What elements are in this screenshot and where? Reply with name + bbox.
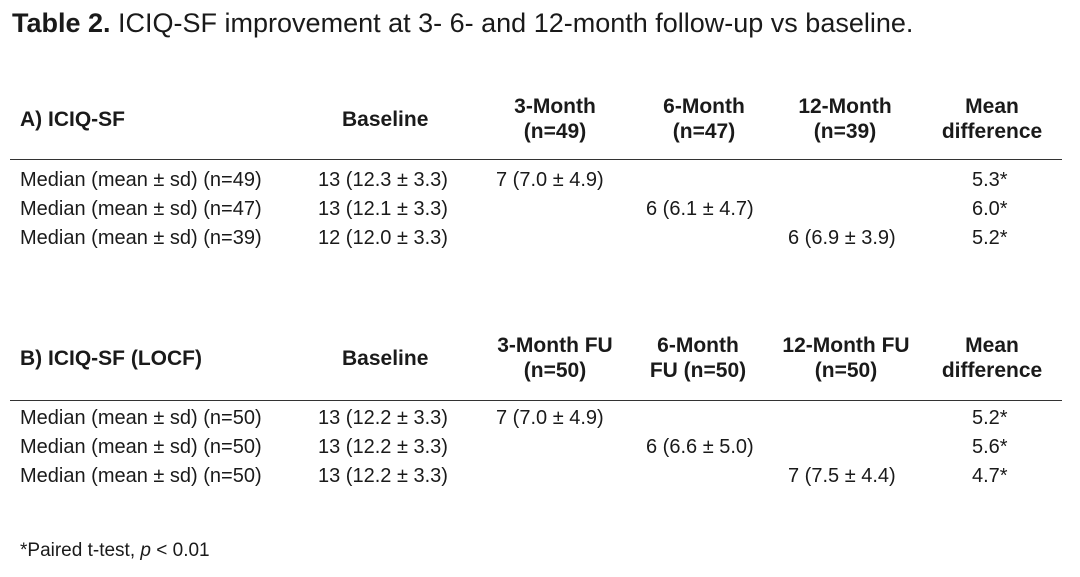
row-label: Median (mean ± sd) (n=49) (20, 169, 262, 191)
section-b-6month-header: 6-Month FU (n=50) (636, 333, 760, 383)
mean-difference-value: 4.7* (972, 465, 1008, 487)
section-a-diff-header: Mean difference (934, 94, 1050, 144)
row-label: Median (mean ± sd) (n=50) (20, 407, 262, 429)
header-divider (10, 400, 1062, 401)
mean-difference-value: 5.2* (972, 407, 1008, 429)
table-caption: Table 2. ICIQ-SF improvement at 3- 6- an… (12, 8, 913, 39)
header-line: difference (941, 120, 1043, 143)
table-row: Median (mean ± sd) (n=50) 13 (12.2 ± 3.3… (0, 462, 1080, 491)
3month-value: 7 (7.0 ± 4.9) (496, 407, 604, 429)
footnote-suffix: < 0.01 (150, 540, 210, 561)
baseline-value: 13 (12.3 ± 3.3) (318, 169, 448, 191)
section-a-3month-header: 3-Month (n=49) (510, 94, 600, 144)
mean-difference-value: 6.0* (972, 198, 1008, 220)
3month-value: 7 (7.0 ± 4.9) (496, 169, 604, 191)
row-label: Median (mean ± sd) (n=50) (20, 436, 262, 458)
header-line: 6-Month (657, 334, 739, 357)
section-a-title: A) ICIQ-SF (20, 108, 125, 131)
header-line: 12-Month (798, 95, 892, 118)
baseline-value: 13 (12.2 ± 3.3) (318, 436, 448, 458)
header-line: 12-Month FU (782, 334, 910, 357)
section-b-baseline-header: Baseline (342, 347, 429, 370)
table-row: Median (mean ± sd) (n=49) 13 (12.3 ± 3.3… (0, 166, 1080, 195)
row-label: Median (mean ± sd) (n=50) (20, 465, 262, 487)
section-b-title: B) ICIQ-SF (LOCF) (20, 347, 202, 370)
header-line: Mean (965, 334, 1019, 357)
footnote-p-symbol: p (140, 540, 151, 561)
mean-difference-value: 5.2* (972, 227, 1008, 249)
12month-value: 7 (7.5 ± 4.4) (788, 465, 896, 487)
header-line: (n=47) (672, 120, 736, 143)
table-row: Median (mean ± sd) (n=47) 13 (12.1 ± 3.3… (0, 195, 1080, 224)
header-line: Mean (965, 95, 1019, 118)
baseline-value: 13 (12.2 ± 3.3) (318, 465, 448, 487)
section-a-12month-header: 12-Month (n=39) (790, 94, 900, 144)
header-line: (n=50) (523, 359, 587, 382)
baseline-value: 13 (12.1 ± 3.3) (318, 198, 448, 220)
table-row: Median (mean ± sd) (n=50) 13 (12.2 ± 3.3… (0, 433, 1080, 462)
section-a-baseline-header: Baseline (342, 108, 429, 131)
header-line: FU (n=50) (649, 359, 747, 382)
header-divider (10, 159, 1062, 160)
section-b-diff-header: Mean difference (934, 333, 1050, 383)
mean-difference-value: 5.3* (972, 169, 1008, 191)
baseline-value: 12 (12.0 ± 3.3) (318, 227, 448, 249)
section-b-3month-header: 3-Month FU (n=50) (490, 333, 620, 383)
section-a-6month-header: 6-Month (n=47) (656, 94, 752, 144)
header-line: difference (941, 359, 1043, 382)
table-number: Table 2. (12, 8, 111, 38)
baseline-value: 13 (12.2 ± 3.3) (318, 407, 448, 429)
6month-value: 6 (6.1 ± 4.7) (646, 198, 754, 220)
row-label: Median (mean ± sd) (n=39) (20, 227, 262, 249)
header-line: (n=50) (814, 359, 878, 382)
table-caption-text: ICIQ-SF improvement at 3- 6- and 12-mont… (110, 8, 914, 38)
header-line: 3-Month (514, 95, 596, 118)
header-line: (n=49) (523, 120, 587, 143)
footnote-prefix: *Paired t-test, (20, 540, 141, 561)
table-row: Median (mean ± sd) (n=39) 12 (12.0 ± 3.3… (0, 224, 1080, 253)
header-line: (n=39) (813, 120, 877, 143)
header-line: 3-Month FU (497, 334, 613, 357)
footnote: *Paired t-test, p < 0.01 (20, 540, 210, 562)
6month-value: 6 (6.6 ± 5.0) (646, 436, 754, 458)
table-row: Median (mean ± sd) (n=50) 13 (12.2 ± 3.3… (0, 404, 1080, 433)
mean-difference-value: 5.6* (972, 436, 1008, 458)
row-label: Median (mean ± sd) (n=47) (20, 198, 262, 220)
header-line: 6-Month (663, 95, 745, 118)
12month-value: 6 (6.9 ± 3.9) (788, 227, 896, 249)
section-b-12month-header: 12-Month FU (n=50) (776, 333, 916, 383)
